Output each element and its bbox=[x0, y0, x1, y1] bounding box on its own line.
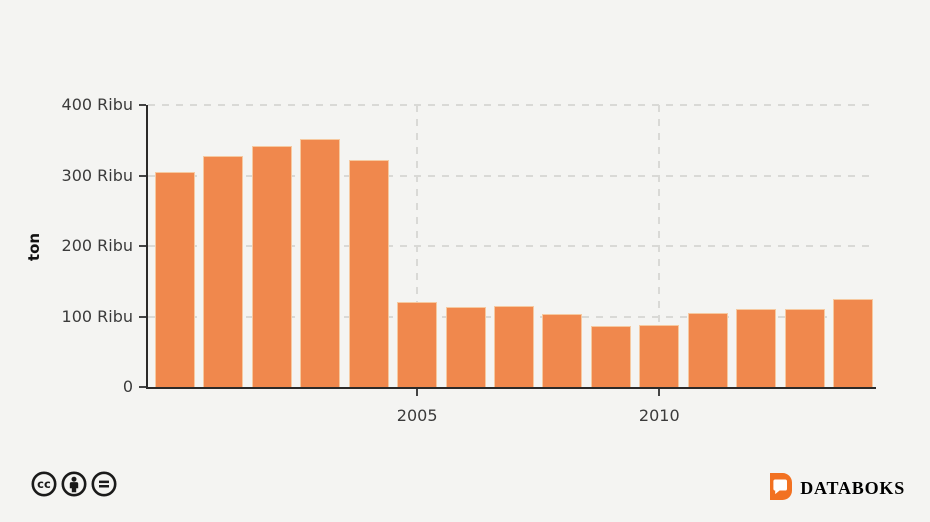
y-tick-400 bbox=[139, 104, 146, 106]
bar-2010[interactable] bbox=[639, 324, 680, 387]
y-axis-line bbox=[146, 105, 148, 387]
bar-2004[interactable] bbox=[348, 160, 389, 387]
y-tick-label-0: 0 bbox=[122, 377, 133, 396]
bar-2001[interactable] bbox=[203, 155, 244, 387]
x-axis-line bbox=[146, 387, 876, 389]
cc-icon[interactable]: cc bbox=[31, 471, 57, 497]
x-tick-label-2005: 2005 bbox=[396, 406, 438, 425]
bar-2008[interactable] bbox=[542, 314, 583, 387]
license-badges[interactable]: cc bbox=[31, 471, 117, 497]
databoks-d-icon bbox=[769, 473, 793, 504]
y-tick-100 bbox=[139, 315, 146, 318]
y-tick-label-400: 400 Ribu bbox=[61, 95, 133, 114]
x-tick-label-2010: 2010 bbox=[638, 406, 680, 425]
bar-2011[interactable] bbox=[687, 312, 728, 387]
bar-2005[interactable] bbox=[397, 301, 438, 387]
bar-2002[interactable] bbox=[251, 145, 292, 387]
svg-text:cc: cc bbox=[37, 477, 51, 491]
cc-by-icon[interactable] bbox=[61, 471, 87, 497]
cc-nd-icon[interactable] bbox=[91, 471, 117, 497]
gridline-2005 bbox=[416, 105, 419, 387]
y-tick-200 bbox=[139, 245, 146, 247]
gridline-200 bbox=[148, 245, 876, 247]
bar-2003[interactable] bbox=[300, 138, 341, 387]
bar-2014[interactable] bbox=[833, 298, 873, 387]
y-tick-label-200: 200 Ribu bbox=[61, 236, 133, 255]
bar-2007[interactable] bbox=[494, 305, 534, 387]
y-tick-300 bbox=[139, 174, 146, 177]
databoks-wordmark: DATABOKS bbox=[800, 478, 905, 498]
databoks-logo[interactable]: DATABOKS bbox=[769, 473, 905, 504]
y-tick-0 bbox=[139, 386, 146, 388]
bar-2006[interactable] bbox=[445, 307, 486, 387]
plot-area bbox=[139, 104, 876, 396]
x-tick-2010 bbox=[658, 389, 661, 396]
gridline-300 bbox=[148, 174, 876, 177]
y-tick-label-100: 100 Ribu bbox=[61, 306, 133, 326]
bar-2000[interactable] bbox=[155, 171, 195, 387]
bar-2013[interactable] bbox=[784, 309, 825, 387]
gridline-2010 bbox=[658, 105, 661, 387]
bar-2009[interactable] bbox=[590, 326, 631, 387]
x-tick-2005 bbox=[416, 389, 419, 396]
bar-2012[interactable] bbox=[736, 308, 777, 387]
y-tick-label-300: 300 Ribu bbox=[61, 165, 133, 185]
gridline-400 bbox=[148, 104, 876, 106]
